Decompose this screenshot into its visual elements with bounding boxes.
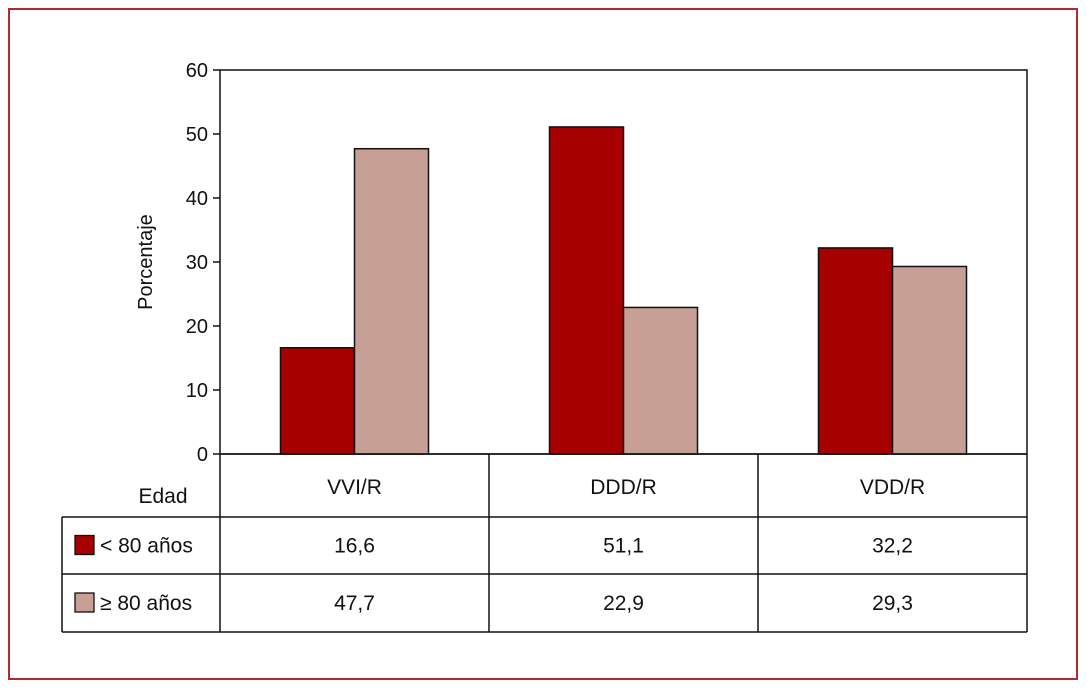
y-tick-label: 40 [186,188,208,210]
data-label-under80-2: 32,2 [872,535,913,558]
y-axis: 0 10 20 30 40 50 60 [186,60,220,466]
y-tick-label: 30 [186,252,208,274]
bar-over80-2 [891,265,968,455]
legend-swatch-under80 [74,534,95,556]
data-label-under80-0: 16,6 [334,535,375,558]
y-tick-label: 20 [186,316,208,338]
y-tick-label: 0 [197,444,208,466]
y-tick-label: 60 [186,60,208,82]
plot-area [219,69,1028,455]
data-label-over80-1: 22,9 [603,592,644,615]
bar-under80-1 [548,126,625,455]
data-label-over80-2: 29,3 [872,592,913,615]
category-label-0: VVI/R [327,476,382,499]
data-label-over80-0: 47,7 [334,592,375,615]
table-header-edad: Edad [138,485,187,508]
bar-over80-1 [622,306,699,455]
legend-swatch-over80 [74,592,95,613]
y-tick-label: 10 [186,380,208,402]
data-label-under80-1: 51,1 [603,535,644,558]
bar-under80-0 [279,347,356,455]
data-table: VVI/R DDD/R VDD/R < 80 años 16,6 51,1 32,2 ≥ 80… [61,453,1028,633]
bar-under80-2 [817,247,894,455]
category-label-1: DDD/R [590,476,657,499]
category-label-2: VDD/R [860,476,925,499]
y-tick-label: 50 [186,124,208,146]
legend-label-over80: ≥ 80 años [100,592,192,615]
bar-over80-0 [353,147,430,455]
y-axis-label: Porcentaje [135,214,157,310]
legend-label-under80: < 80 años [100,535,193,558]
